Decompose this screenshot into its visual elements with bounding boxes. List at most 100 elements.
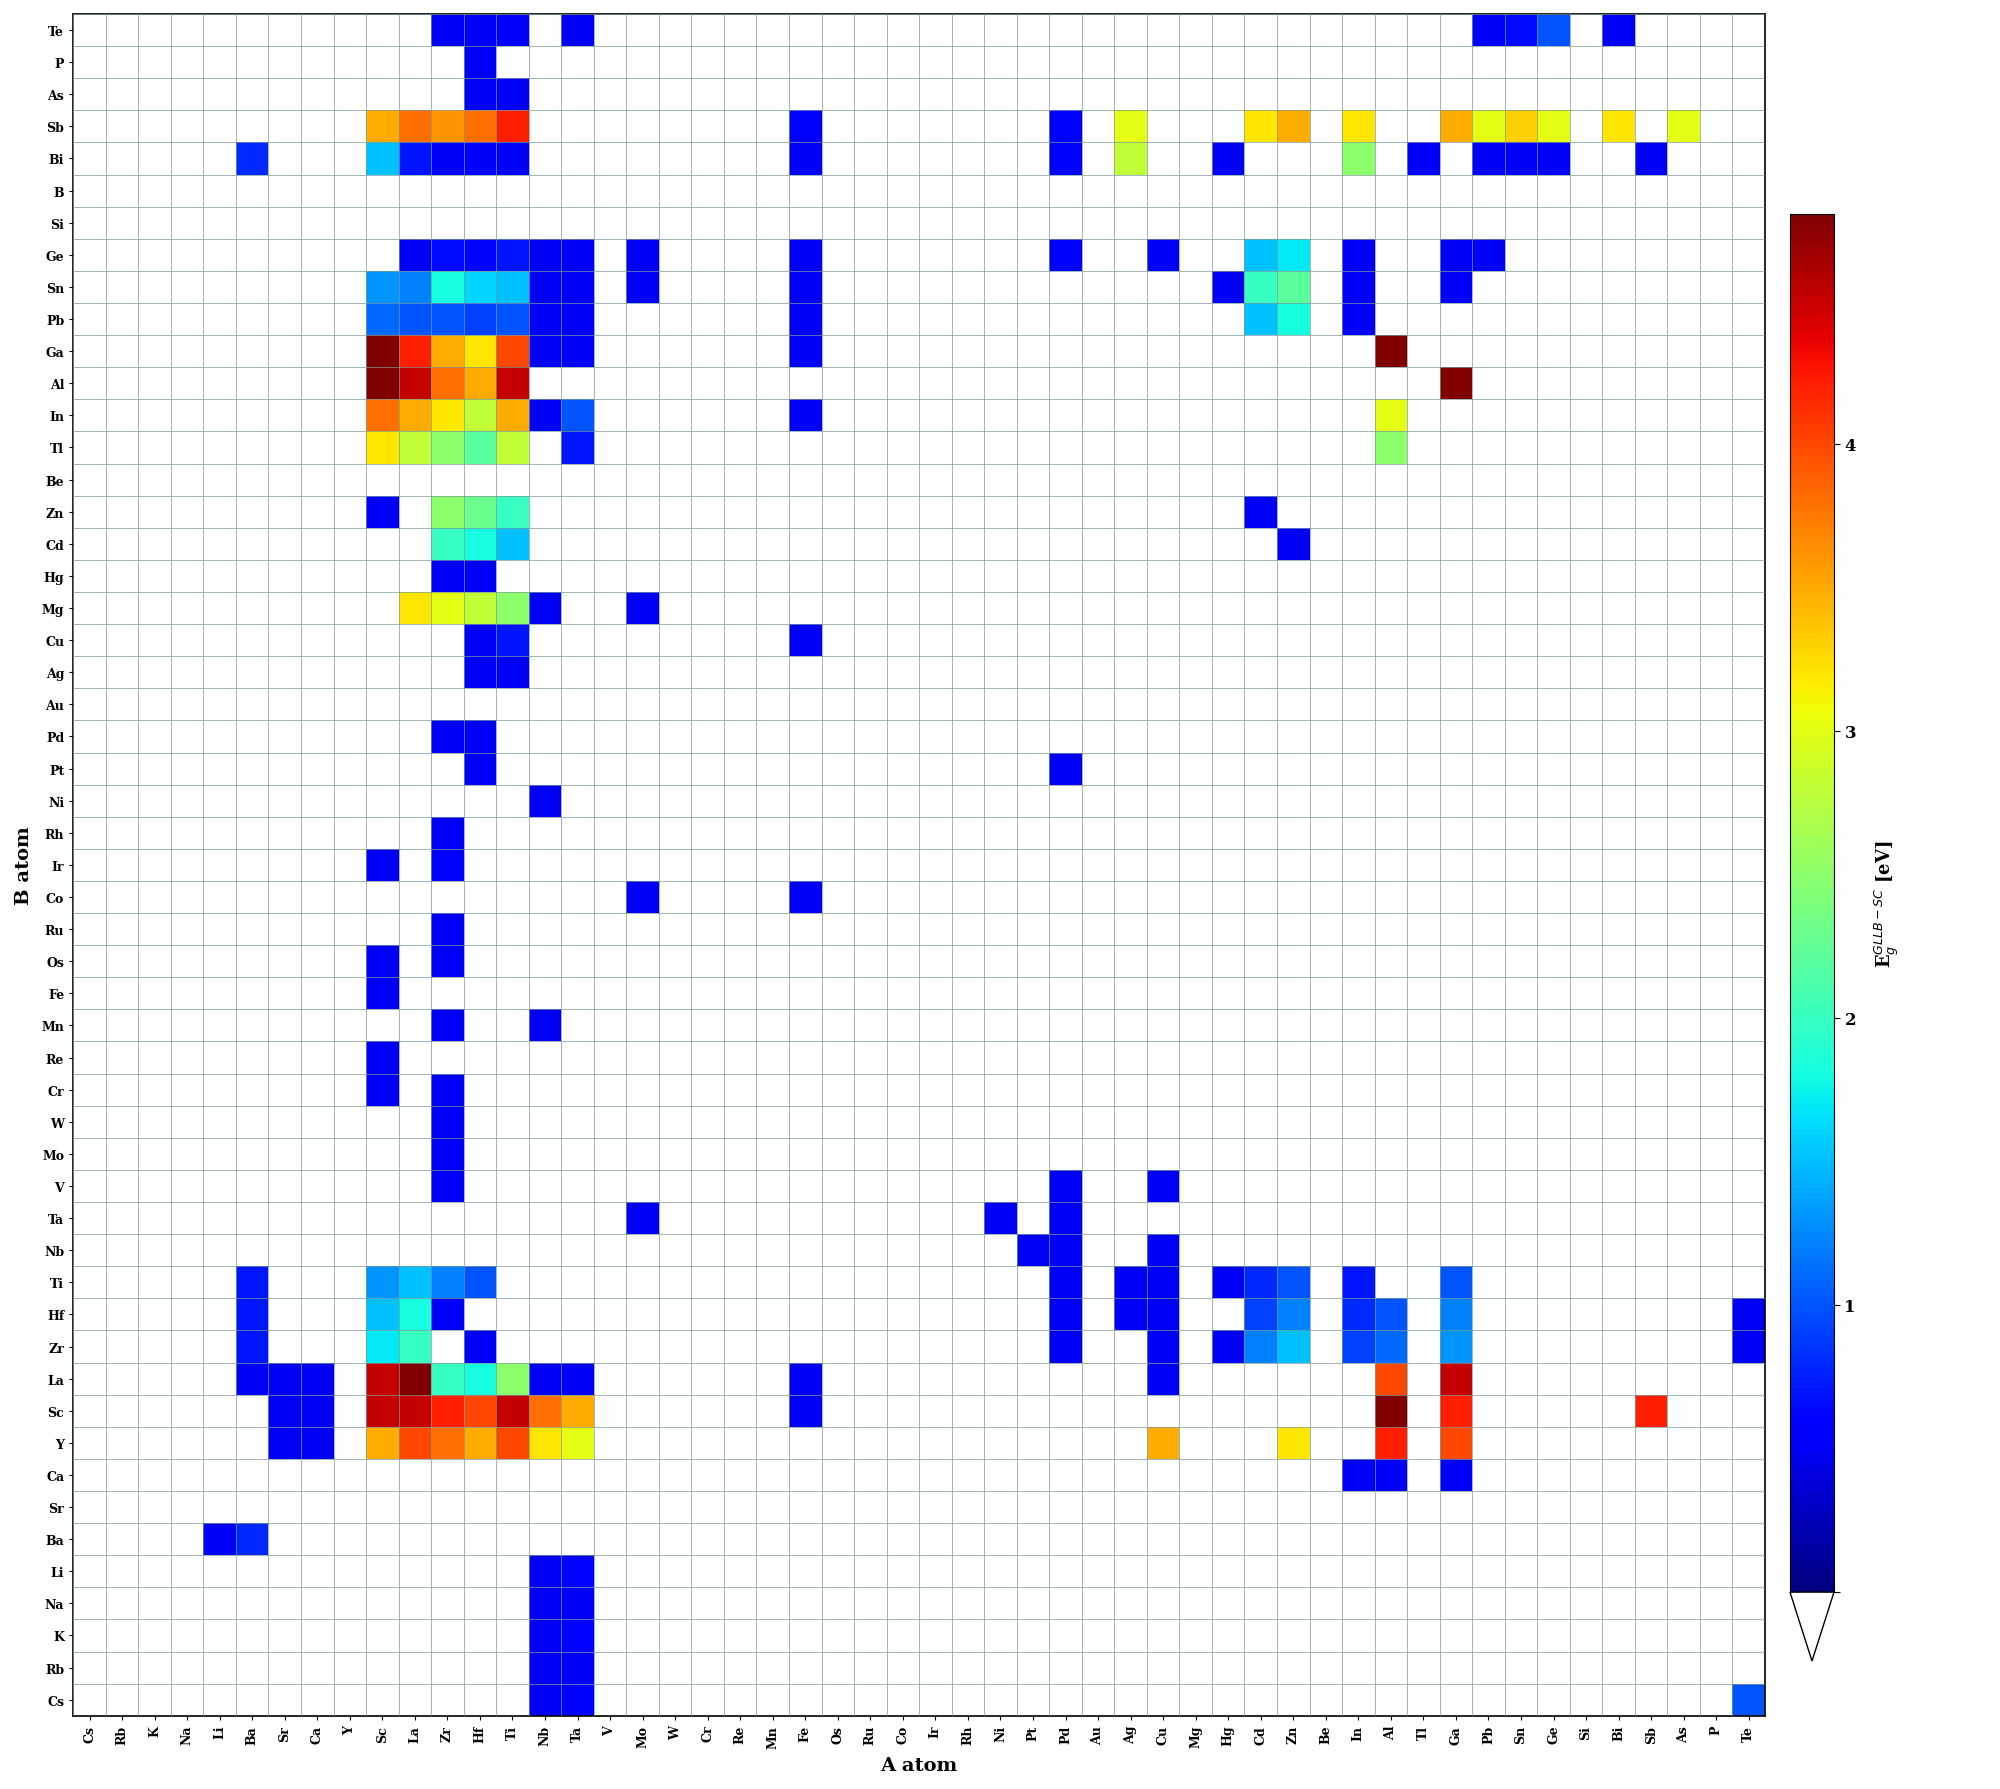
Bar	[788, 272, 822, 304]
Bar	[562, 1555, 594, 1587]
Bar	[1634, 1395, 1668, 1428]
Bar	[366, 1299, 398, 1331]
Bar	[236, 1299, 268, 1331]
Bar	[464, 143, 496, 175]
Bar	[366, 496, 398, 528]
Bar	[432, 914, 464, 946]
Bar	[1602, 14, 1634, 47]
Bar	[300, 1363, 334, 1395]
Bar	[432, 850, 464, 882]
Bar	[1440, 1299, 1472, 1331]
Bar	[432, 14, 464, 47]
Bar	[366, 272, 398, 304]
Bar	[528, 592, 562, 624]
Bar	[464, 369, 496, 401]
Bar	[1538, 111, 1570, 143]
Bar	[1244, 272, 1276, 304]
Bar	[1342, 304, 1374, 336]
Bar	[528, 1395, 562, 1428]
Bar	[1342, 1299, 1374, 1331]
Bar	[528, 1009, 562, 1041]
Bar	[398, 143, 432, 175]
Bar	[562, 1428, 594, 1460]
Bar	[432, 1395, 464, 1428]
Bar	[236, 1363, 268, 1395]
Bar	[432, 1009, 464, 1041]
Bar	[398, 336, 432, 369]
Bar	[562, 1651, 594, 1683]
Bar	[1244, 240, 1276, 272]
Bar	[1146, 1428, 1180, 1460]
Bar	[626, 882, 658, 914]
Bar	[1146, 1299, 1180, 1331]
Bar	[562, 1683, 594, 1716]
Bar	[496, 272, 528, 304]
Bar	[464, 560, 496, 592]
Bar	[984, 1202, 1016, 1234]
Bar	[432, 1299, 464, 1331]
Bar	[366, 979, 398, 1009]
Bar	[788, 1363, 822, 1395]
Bar	[788, 401, 822, 433]
Bar	[464, 657, 496, 689]
Bar	[464, 433, 496, 465]
Bar	[788, 882, 822, 914]
Bar	[1146, 1267, 1180, 1299]
Bar	[1114, 143, 1146, 175]
Bar	[496, 433, 528, 465]
Bar	[432, 433, 464, 465]
Bar	[626, 240, 658, 272]
Bar	[1050, 1202, 1082, 1234]
Bar	[1050, 1299, 1082, 1331]
Bar	[398, 433, 432, 465]
Bar	[1732, 1299, 1766, 1331]
Bar	[1440, 1267, 1472, 1299]
Bar	[1408, 143, 1440, 175]
X-axis label: A atom: A atom	[880, 1757, 958, 1775]
Bar	[1212, 143, 1244, 175]
Bar	[528, 272, 562, 304]
Bar	[432, 111, 464, 143]
Bar	[464, 272, 496, 304]
Bar	[562, 433, 594, 465]
Bar	[464, 624, 496, 657]
Bar	[398, 1363, 432, 1395]
Bar	[464, 304, 496, 336]
Bar	[366, 850, 398, 882]
Bar	[626, 272, 658, 304]
Bar	[788, 1395, 822, 1428]
Bar	[464, 47, 496, 79]
Bar	[1276, 1428, 1310, 1460]
Bar	[366, 1428, 398, 1460]
Bar	[366, 1073, 398, 1106]
Bar	[366, 1041, 398, 1073]
Bar	[496, 1428, 528, 1460]
Bar	[398, 592, 432, 624]
Bar	[528, 785, 562, 818]
Bar	[1732, 1683, 1766, 1716]
Bar	[528, 1683, 562, 1716]
Bar	[1634, 143, 1668, 175]
Bar	[1244, 304, 1276, 336]
Bar	[432, 1073, 464, 1106]
Bar	[1440, 1428, 1472, 1460]
Bar	[1504, 14, 1538, 47]
Bar	[1504, 111, 1538, 143]
Bar	[464, 592, 496, 624]
Bar	[528, 240, 562, 272]
Bar	[1050, 1170, 1082, 1202]
Bar	[432, 240, 464, 272]
Bar	[1244, 496, 1276, 528]
Bar	[1114, 1267, 1146, 1299]
Bar	[528, 1651, 562, 1683]
Bar	[366, 143, 398, 175]
Bar	[464, 721, 496, 753]
Bar	[496, 528, 528, 560]
Bar	[1212, 272, 1244, 304]
Bar	[1472, 240, 1504, 272]
Bar	[1472, 111, 1504, 143]
Bar	[464, 79, 496, 111]
Bar	[528, 336, 562, 369]
Bar	[398, 1299, 432, 1331]
Bar	[528, 304, 562, 336]
